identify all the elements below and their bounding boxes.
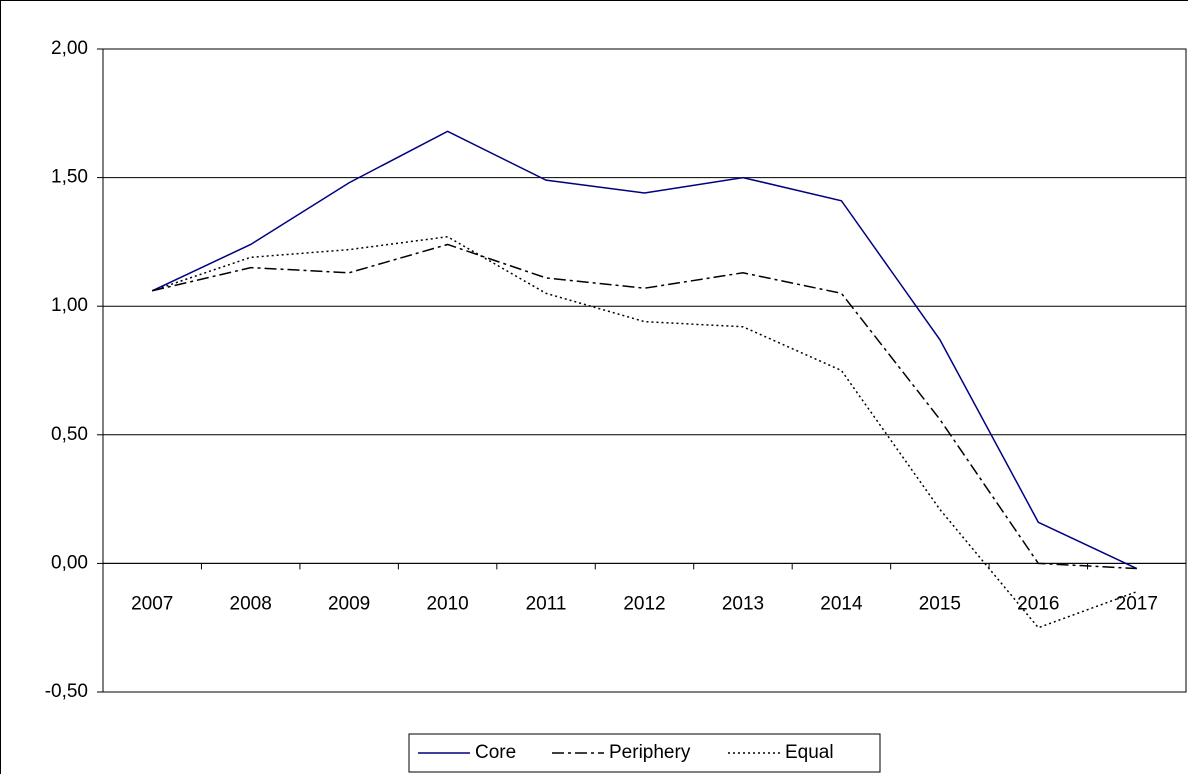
x-tick-label: 2007	[131, 593, 173, 614]
x-tick-label: 2014	[820, 593, 863, 614]
x-tick-label: 2008	[230, 593, 272, 614]
legend-label: Core	[475, 742, 516, 763]
x-tick-label: 2009	[328, 593, 370, 614]
plot-area	[102, 48, 1187, 693]
x-tick-label: 2015	[919, 593, 961, 614]
x-tick-label: 2010	[426, 593, 468, 614]
x-tick-label: 2012	[623, 593, 665, 614]
x-tick-label: 2017	[1116, 593, 1158, 614]
legend-label: Equal	[785, 742, 834, 763]
y-tick-label: 0,00	[51, 552, 88, 573]
x-tick-label: 2016	[1017, 593, 1059, 614]
y-tick-label: 0,50	[51, 424, 88, 445]
legend-box	[408, 733, 881, 773]
y-tick-label: 1,00	[51, 295, 88, 316]
x-tick-label: 2011	[526, 593, 567, 614]
series-line	[152, 243, 1137, 570]
x-tick-label: 2013	[722, 593, 764, 614]
y-tick-label: -0,50	[45, 681, 88, 702]
series-line	[151, 130, 1138, 570]
y-tick-label: 1,50	[51, 167, 88, 188]
y-tick-label: 2,00	[51, 38, 88, 59]
series-line	[151, 235, 1138, 629]
legend-label: Periphery	[609, 742, 691, 763]
